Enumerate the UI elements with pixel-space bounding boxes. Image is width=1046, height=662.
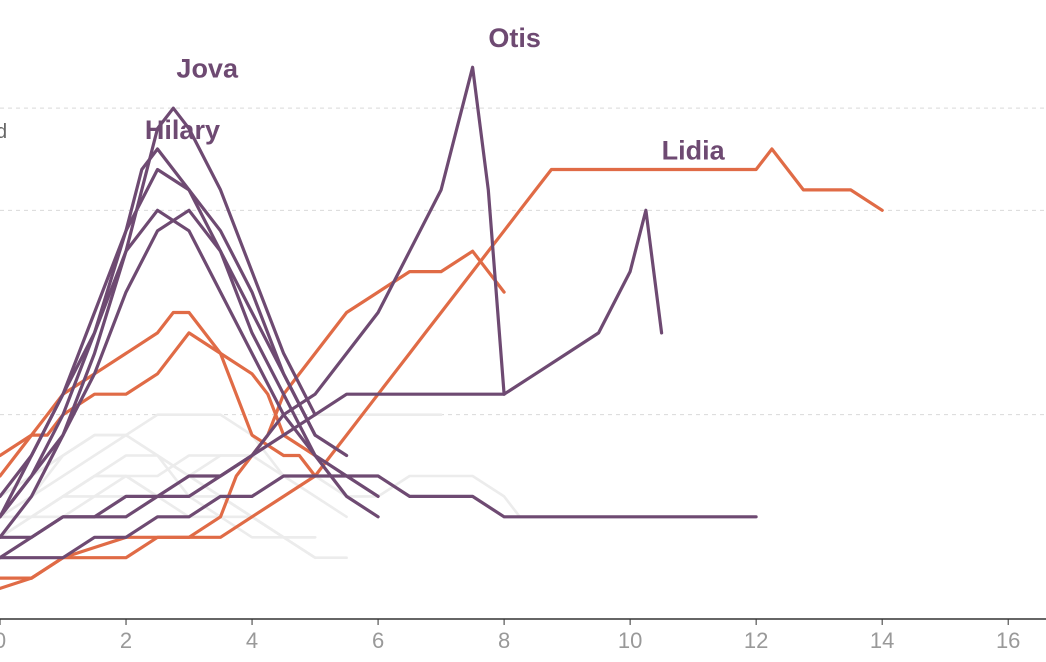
x-tick-label: 6 (372, 628, 384, 653)
label-otis: Otis (488, 23, 541, 53)
label-hilary: Hilary (145, 115, 220, 145)
series-line-lidia (0, 208, 664, 539)
series-line-purple-3 (0, 208, 380, 539)
series-line-background-4 (0, 454, 522, 519)
series-line-purple-7 (0, 474, 758, 560)
series-line-hilary (0, 147, 317, 519)
label-jova: Jova (176, 54, 239, 84)
cropped-legend-text: . (0, 95, 2, 117)
storm-labels: . d Jova Hilary Otis Lidia (0, 23, 726, 165)
series-line-background-7 (0, 413, 443, 519)
label-lidia: Lidia (662, 135, 726, 165)
x-tick-label: 4 (246, 628, 258, 653)
x-tick-label: 0 (0, 628, 6, 653)
highlighted-series-group (0, 65, 884, 590)
series-line-orange-1 (0, 310, 317, 478)
series-line-purple-4 (0, 208, 349, 519)
x-tick-label: 12 (744, 628, 768, 653)
x-axis: 0 2 4 6 8 10 12 14 16 (0, 618, 1046, 653)
cropped-legend-text: d (0, 121, 7, 143)
series-line-orange-3 (0, 147, 884, 590)
grid-lines (0, 107, 1046, 416)
x-tick-label: 2 (120, 628, 132, 653)
series-line-orange-0 (0, 331, 317, 478)
x-tick-label: 10 (618, 628, 642, 653)
x-tick-label: 14 (870, 628, 894, 653)
x-tick-label: 8 (498, 628, 510, 653)
series-line-background-3 (30, 413, 348, 519)
background-series-group (0, 413, 522, 559)
x-tick-label: 16 (996, 628, 1020, 653)
